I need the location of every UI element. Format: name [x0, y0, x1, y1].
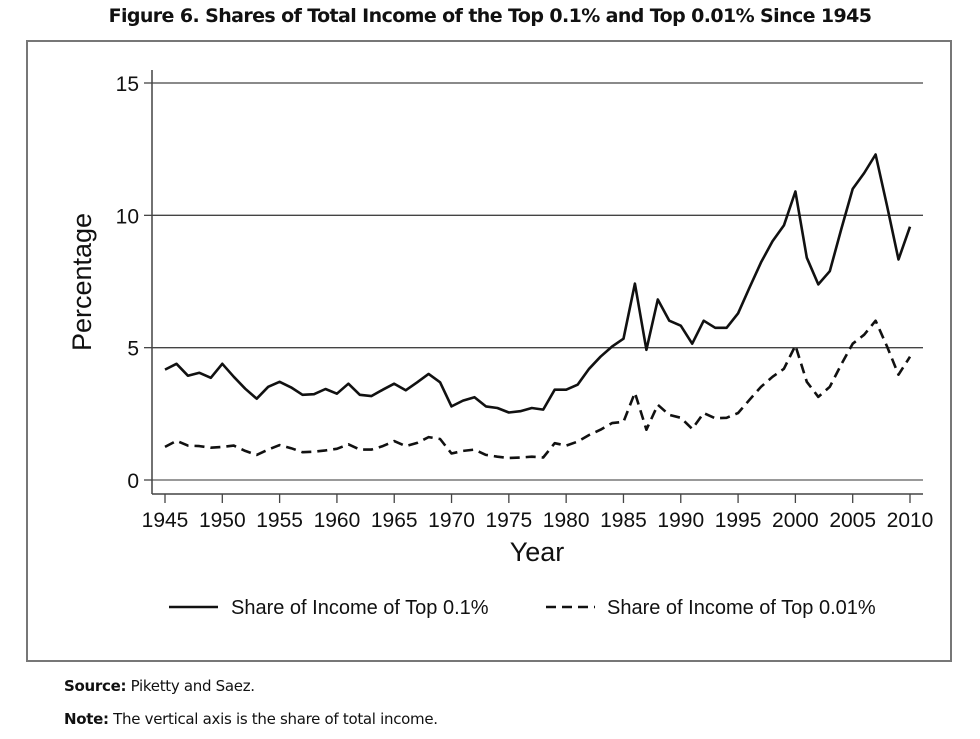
y-axis-title: Percentage — [67, 213, 97, 351]
x-tick-label: 1995 — [715, 509, 762, 532]
axis-ticks: 0 5 10 15 1945 1950 1955 1960 1965 1970 1975 1980 19… — [116, 73, 934, 532]
x-axis-title: Year — [510, 537, 565, 567]
series-lines — [164, 153, 912, 460]
legend-label-top-0-01: Share of Income of Top 0.01% — [607, 597, 876, 619]
x-tick-label: 1960 — [314, 509, 361, 532]
note-text: The vertical axis is the share of total … — [113, 710, 438, 728]
x-tick-label: 1950 — [199, 509, 246, 532]
source-note: Source: Piketty and Saez. — [64, 677, 255, 695]
x-tick-label: 2000 — [772, 509, 819, 532]
y-tick-label: 5 — [127, 338, 139, 361]
x-tick-label: 1945 — [142, 509, 189, 532]
legend-label-top-0-1: Share of Income of Top 0.1% — [231, 597, 489, 619]
x-tick-label: 1955 — [256, 509, 303, 532]
x-tick-label: 2005 — [829, 509, 876, 532]
x-tick-label: 2010 — [887, 509, 934, 532]
note-label: Note: — [64, 710, 109, 728]
source-label: Source: — [64, 677, 127, 695]
legend: Share of Income of Top 0.1% Share of Inc… — [169, 597, 876, 619]
x-tick-label: 1980 — [543, 509, 590, 532]
x-tick-label: 1970 — [428, 509, 475, 532]
x-tick-label: 1985 — [600, 509, 647, 532]
y-tick-label: 15 — [116, 73, 139, 96]
figure-title: Figure 6. Shares of Total Income of the … — [108, 5, 872, 27]
axis-note: Note: The vertical axis is the share of … — [64, 710, 438, 728]
series-line-top-0-01 — [164, 319, 912, 460]
y-tick-label: 10 — [116, 205, 139, 228]
x-tick-label: 1975 — [485, 509, 532, 532]
x-tick-label: 1990 — [657, 509, 704, 532]
x-tick-label: 1965 — [371, 509, 418, 532]
source-text: Piketty and Saez. — [130, 677, 255, 695]
y-tick-label: 0 — [127, 470, 139, 493]
axes — [151, 70, 923, 495]
chart-frame — [26, 40, 952, 662]
series-line-top-0-1 — [164, 153, 912, 414]
gridlines — [152, 82, 923, 481]
